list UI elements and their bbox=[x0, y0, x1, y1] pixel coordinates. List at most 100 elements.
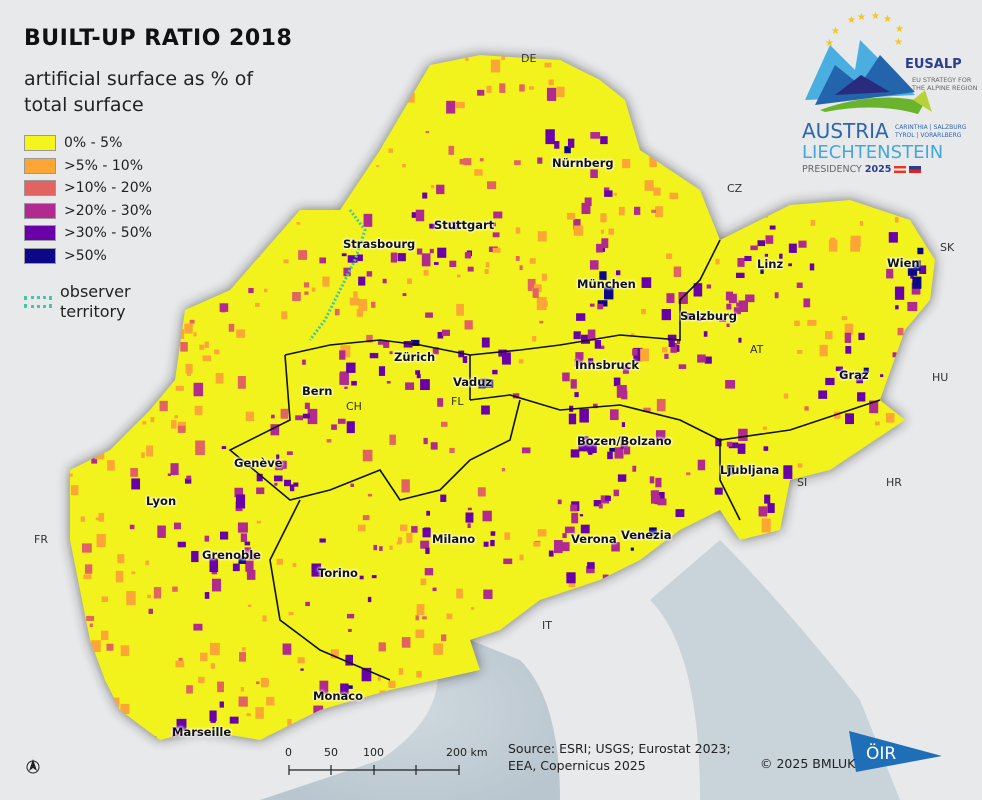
built-up-patch bbox=[649, 527, 657, 536]
built-up-patch bbox=[613, 192, 617, 196]
built-up-patch bbox=[351, 380, 357, 386]
built-up-patch bbox=[373, 544, 378, 551]
built-up-patch bbox=[390, 252, 398, 263]
built-up-patch bbox=[897, 327, 904, 336]
built-up-patch bbox=[89, 623, 93, 628]
built-up-patch bbox=[553, 540, 563, 554]
built-up-patch bbox=[880, 374, 884, 378]
built-up-patch bbox=[448, 145, 455, 155]
built-up-patch bbox=[430, 442, 438, 450]
built-up-patch bbox=[304, 402, 310, 410]
built-up-patch bbox=[101, 596, 108, 603]
built-up-patch bbox=[275, 460, 283, 471]
country-code-label: AT bbox=[750, 343, 764, 356]
legend-swatch bbox=[24, 202, 56, 219]
built-up-patch bbox=[464, 252, 471, 259]
legend-label: >20% - 30% bbox=[64, 202, 152, 219]
built-up-patch bbox=[219, 701, 224, 708]
built-up-patch bbox=[248, 552, 257, 560]
built-up-patch bbox=[180, 342, 188, 352]
built-up-patch bbox=[362, 515, 370, 521]
built-up-patch bbox=[490, 59, 501, 73]
built-up-patch bbox=[632, 348, 638, 356]
built-up-patch bbox=[293, 482, 299, 487]
internal-borders bbox=[228, 239, 881, 681]
built-up-patch bbox=[425, 312, 433, 318]
svg-text:★: ★ bbox=[883, 14, 892, 25]
built-up-patch bbox=[256, 681, 260, 685]
built-up-patch bbox=[215, 373, 224, 384]
city-label: Salzburg bbox=[680, 309, 738, 323]
built-up-patch bbox=[586, 566, 595, 574]
built-up-patch bbox=[788, 263, 792, 267]
built-up-patch bbox=[613, 489, 620, 497]
built-up-patch bbox=[738, 428, 748, 441]
built-up-patch bbox=[666, 293, 675, 303]
built-up-patch bbox=[697, 315, 702, 321]
built-up-patch bbox=[209, 558, 219, 572]
built-up-patch bbox=[346, 421, 355, 434]
built-up-patch bbox=[592, 403, 598, 409]
legend-label: >5% - 10% bbox=[64, 157, 144, 174]
built-up-patch bbox=[451, 221, 458, 230]
built-up-patch bbox=[728, 293, 737, 304]
built-up-patch bbox=[483, 541, 489, 547]
built-up-patch bbox=[514, 160, 521, 166]
city-label: Bozen/Bolzano bbox=[577, 434, 672, 448]
built-up-patch bbox=[467, 523, 471, 529]
svg-text:★: ★ bbox=[847, 15, 856, 26]
built-up-patch bbox=[678, 292, 688, 304]
built-up-patch bbox=[593, 500, 602, 507]
built-up-patch bbox=[91, 456, 98, 464]
built-up-patch bbox=[640, 348, 649, 362]
built-up-patch bbox=[219, 531, 229, 540]
city-label: Innsbruck bbox=[575, 358, 640, 372]
built-up-patch bbox=[383, 340, 390, 348]
built-up-patch bbox=[634, 534, 641, 539]
built-up-patch bbox=[760, 269, 764, 274]
built-up-patch bbox=[744, 255, 752, 262]
built-up-patch bbox=[239, 652, 246, 662]
country-code-label: CZ bbox=[727, 182, 743, 195]
built-up-patch bbox=[907, 268, 918, 276]
built-up-patch bbox=[86, 615, 95, 621]
city-label: Vaduz bbox=[453, 375, 493, 389]
legend: 0% - 5% >5% - 10% >10% - 20% >20% - 30% >30%… bbox=[24, 132, 152, 267]
built-up-patch bbox=[533, 541, 541, 547]
built-up-patch bbox=[84, 564, 93, 574]
built-up-patch bbox=[202, 355, 212, 362]
built-up-patch bbox=[397, 537, 403, 544]
built-up-patch bbox=[762, 426, 767, 430]
built-up-patch bbox=[570, 449, 580, 458]
built-up-patch bbox=[326, 439, 332, 443]
built-up-patch bbox=[616, 270, 621, 276]
built-up-patch bbox=[379, 546, 383, 551]
observer-swatch bbox=[24, 296, 52, 308]
built-up-patch bbox=[191, 550, 199, 563]
scale-tick-0: 0 bbox=[285, 746, 292, 759]
country-code-label: FL bbox=[451, 395, 464, 408]
built-up-patch bbox=[728, 442, 739, 449]
built-up-patch bbox=[256, 473, 263, 482]
built-up-patch bbox=[697, 459, 706, 471]
svg-text:★: ★ bbox=[857, 12, 866, 23]
built-up-patch bbox=[587, 329, 596, 341]
built-up-patch bbox=[765, 235, 774, 244]
built-up-patch bbox=[211, 578, 221, 592]
built-up-patch bbox=[209, 642, 220, 656]
built-up-patch bbox=[726, 465, 735, 475]
svg-text:★: ★ bbox=[871, 11, 880, 22]
built-up-patch bbox=[429, 248, 434, 254]
built-up-patch bbox=[858, 332, 865, 341]
built-up-patch bbox=[194, 405, 203, 416]
legend-item: >50% bbox=[24, 245, 152, 268]
built-up-patch bbox=[621, 422, 626, 428]
built-up-patch bbox=[456, 303, 464, 316]
built-up-patch bbox=[238, 696, 248, 707]
built-up-patch bbox=[186, 475, 192, 480]
built-up-patch bbox=[353, 291, 358, 298]
built-up-patch bbox=[894, 217, 899, 223]
built-up-patch bbox=[437, 247, 447, 258]
built-up-patch bbox=[576, 313, 586, 321]
